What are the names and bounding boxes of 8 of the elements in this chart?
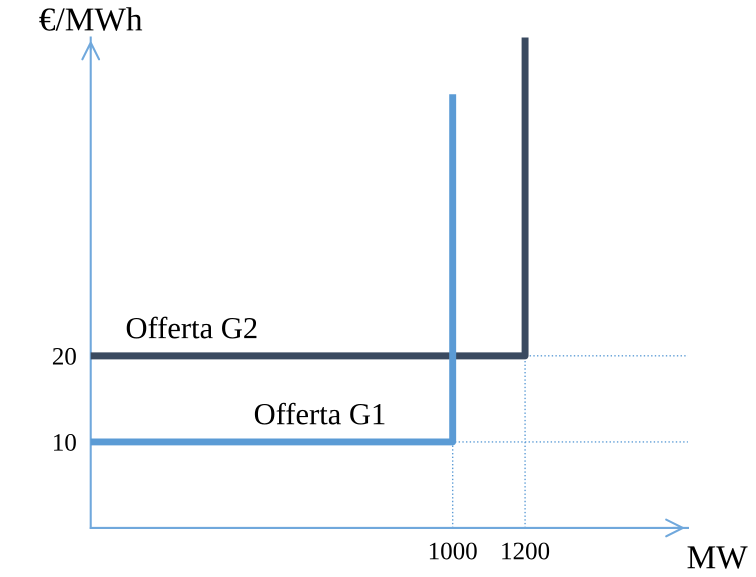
- x-tick-label: 1200: [502, 542, 550, 560]
- series-label: Offerta G2: [126, 316, 256, 338]
- x-axis-title: MW: [688, 546, 748, 569]
- y-axis-title: €/MWh: [39, 7, 142, 31]
- series-label: Offerta G1: [254, 402, 384, 425]
- y-tick-label: 20: [52, 348, 76, 365]
- y-tick-label: 10: [54, 434, 76, 451]
- x-tick-label: 1000: [430, 542, 477, 560]
